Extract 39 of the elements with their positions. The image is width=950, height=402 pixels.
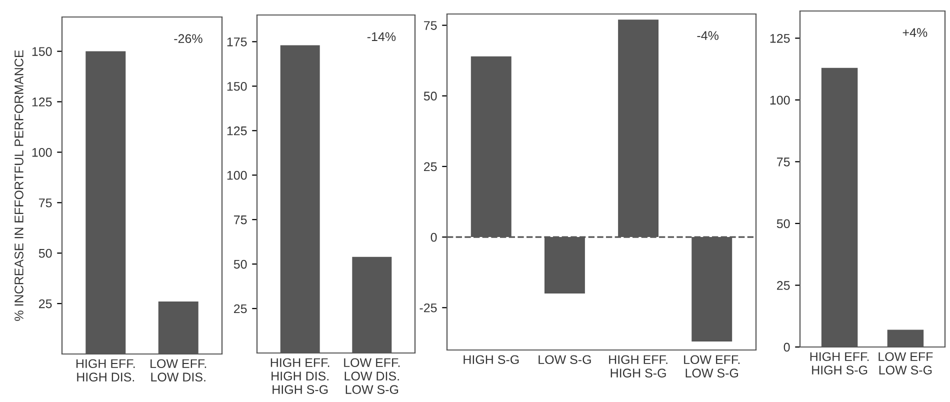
y-tick-label: 75 xyxy=(424,21,437,30)
y-tick-label: 0 xyxy=(430,232,437,242)
x-tick-label: LOW EFF. LOW DIS. xyxy=(150,359,206,382)
y-tick-label: 175 xyxy=(227,38,247,46)
y-tick-label: 50 xyxy=(424,92,437,101)
y-tick-label: 150 xyxy=(227,82,247,91)
y-tick-label: 25 xyxy=(234,304,247,314)
y-tick-label: 75 xyxy=(39,198,52,208)
y-tick-label: 100 xyxy=(770,96,790,105)
annotation: +4% xyxy=(902,28,928,37)
x-tick-label: LOW EFF. LOW S-G xyxy=(684,355,740,378)
annotation: -14% xyxy=(367,32,396,42)
y-tick-label: 100 xyxy=(227,170,247,180)
y-tick-label: 125 xyxy=(227,126,247,136)
y-tick-label: 75 xyxy=(234,216,247,224)
x-tick-label: LOW S-G xyxy=(538,355,591,364)
y-tick-label: 0 xyxy=(784,342,790,352)
x-tick-label: HIGH S-G xyxy=(464,355,519,364)
x-tick-label: HIGH EFF. HIGH S-G xyxy=(609,355,668,378)
y-tick-label: 100 xyxy=(32,148,52,157)
y-tick-label: 50 xyxy=(776,219,790,228)
y-tick-label: 25 xyxy=(777,281,790,290)
y-tick-label: 25 xyxy=(39,299,52,308)
y-tick-label: 150 xyxy=(32,47,52,56)
y-tick-label: 50 xyxy=(234,260,247,269)
y-tick-label: -25 xyxy=(420,303,437,312)
x-tick-label: HIGH EFF. HIGH DIS. HIGH S-G xyxy=(270,358,330,394)
y-tick-label: 50 xyxy=(38,248,52,258)
x-tick-label: LOW EFF LOW S-G xyxy=(878,352,933,375)
y-tick-label: 125 xyxy=(770,34,790,43)
y-tick-label: 75 xyxy=(777,158,790,166)
annotation: -4% xyxy=(697,31,718,40)
x-tick-label: LOW EFF. LOW DIS. LOW S-G xyxy=(344,358,400,394)
y-tick-label: 25 xyxy=(424,162,437,172)
x-tick-label: HIGH EFF. HIGH DIS. xyxy=(76,359,135,382)
y-axis-title: % INCREASE IN EFFORTFUL PERFORMANCE xyxy=(14,50,24,321)
x-tick-label: HIGH EFF. HIGH S-G xyxy=(810,352,869,375)
y-tick-label: 125 xyxy=(32,98,52,106)
annotation: -26% xyxy=(174,34,202,44)
